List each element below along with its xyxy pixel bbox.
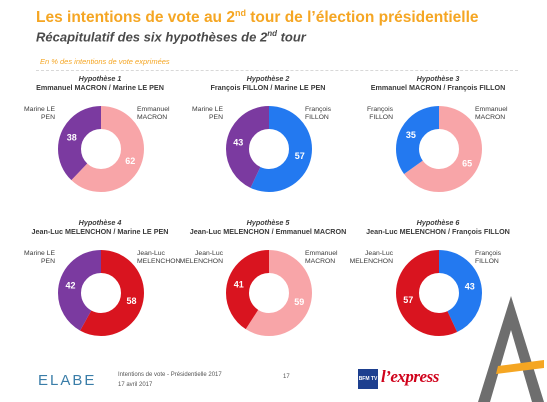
candidate-label-left: Marine LE PEN: [24, 106, 55, 121]
slice-value-label: 43: [465, 281, 475, 291]
hypothesis-matchup: Jean-Luc MELENCHON / François FILLON: [366, 227, 510, 236]
donut-chart: 58 42: [58, 250, 144, 336]
donut-panel: Hypothèse 4 Jean-Luc MELENCHON / Marine L…: [15, 218, 185, 368]
donut-slice: [396, 250, 482, 336]
footer-doc-title: Intentions de vote - Présidentielle 2017: [118, 372, 222, 378]
hypothesis-title: Hypothèse 3: [416, 74, 460, 83]
candidate-label-right: François FILLON: [475, 250, 502, 265]
page-number: 17: [283, 374, 290, 380]
donut-chart: 62 38: [58, 106, 144, 192]
donut-slice: [396, 106, 482, 192]
slice-value-label: 59: [294, 297, 304, 307]
candidate-label-right: Emmanuel MACRON: [475, 106, 508, 121]
donut-chart: 57 43: [226, 106, 312, 192]
donut-panel: Hypothèse 6 Jean-Luc MELENCHON / François…: [350, 218, 523, 368]
candidate-label-left: Jean-Luc MELENCHON: [349, 250, 393, 265]
slice-value-label: 42: [65, 280, 75, 290]
hypothesis-matchup: François FILLON / Marine LE PEN: [210, 83, 326, 92]
unit-note: En % des intentions de vote exprimées: [40, 57, 170, 66]
donut-chart: 43 57: [396, 250, 482, 336]
slice-value-label: 57: [295, 151, 305, 161]
hypothesis-title: Hypothèse 6: [416, 218, 460, 227]
donut-slice: [58, 250, 144, 336]
divider: [36, 70, 518, 71]
hypothesis-title: Hypothèse 1: [78, 74, 122, 83]
slice-value-label: 57: [403, 295, 413, 305]
slice-value-label: 58: [126, 296, 136, 306]
donut-chart: 65 35: [396, 106, 482, 192]
slice-value-label: 65: [462, 159, 472, 169]
donut-panel: Hypothèse 2 François FILLON / Marine LE P…: [183, 74, 353, 224]
lexpress-logo: l’express: [381, 367, 439, 386]
candidate-label-right: François FILLON: [305, 106, 332, 121]
candidate-label-right: Jean-Luc MELENCHON: [137, 250, 181, 265]
donut-slice: [226, 106, 312, 192]
hypothesis-matchup: Jean-Luc MELENCHON / Marine LE PEN: [31, 227, 169, 236]
hypothesis-matchup: Emmanuel MACRON / Marine LE PEN: [36, 83, 164, 92]
candidate-label-right: Emmanuel MACRON: [137, 106, 170, 121]
donut-chart: 59 41: [226, 250, 312, 336]
hypothesis-title: Hypothèse 5: [246, 218, 290, 227]
hypothesis-title: Hypothèse 4: [78, 218, 122, 227]
page-title: Les intentions de vote au 2nd tour de l’…: [36, 8, 479, 27]
slice-value-label: 38: [67, 133, 77, 143]
candidate-label-right: Emmanuel MACRON: [305, 250, 338, 265]
bfmtv-logo: BFM TV: [358, 369, 378, 389]
donut-panel: Hypothèse 3 Emmanuel MACRON / François FI…: [353, 74, 523, 224]
donut-panel: Hypothèse 1 Emmanuel MACRON / Marine LE P…: [15, 74, 185, 224]
slice-value-label: 35: [406, 130, 416, 140]
hypothesis-matchup: Emmanuel MACRON / François FILLON: [370, 83, 506, 92]
hypothesis-title: Hypothèse 2: [246, 74, 290, 83]
donut-slice: [58, 106, 144, 192]
slice-value-label: 43: [233, 137, 243, 147]
donut-slice: [226, 250, 312, 336]
candidate-label-left: François FILLON: [366, 106, 393, 121]
candidate-label-left: Marine LE PEN: [192, 106, 223, 121]
candidate-label-left: Marine LE PEN: [24, 250, 55, 265]
donut-panel: Hypothèse 5 Jean-Luc MELENCHON / Emmanuel…: [180, 218, 353, 368]
hypothesis-matchup: Jean-Luc MELENCHON / Emmanuel MACRON: [189, 227, 347, 236]
footer-date: 17 avril 2017: [118, 382, 153, 388]
page-subtitle: Récapitulatif des six hypothèses de 2nd …: [36, 29, 306, 45]
elabe-a-logo-icon: [478, 296, 544, 402]
elabe-logo: ELABE: [38, 372, 97, 389]
slice-value-label: 41: [234, 279, 244, 289]
slice-value-label: 62: [125, 156, 135, 166]
candidate-label-left: Jean-Luc MELENCHON: [179, 250, 223, 265]
